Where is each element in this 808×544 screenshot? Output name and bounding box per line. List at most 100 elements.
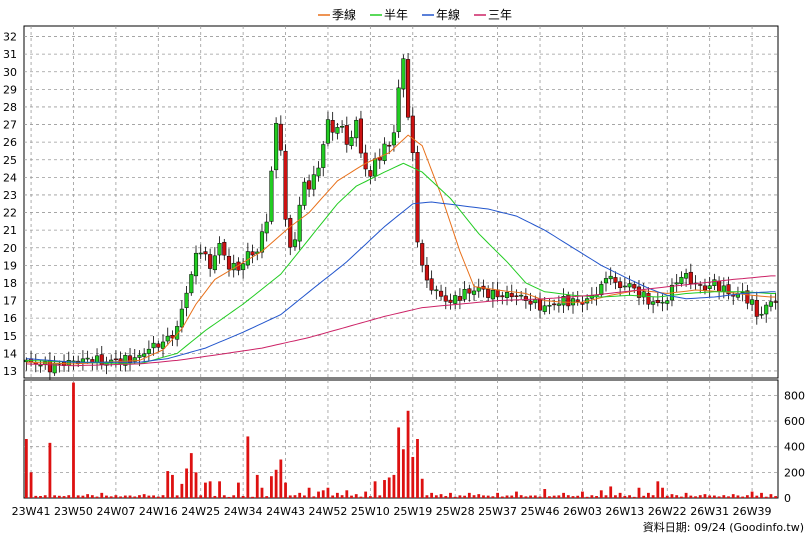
candle-body (467, 288, 472, 294)
candle-body (773, 301, 778, 303)
volume-bar (378, 495, 382, 498)
volume-bar (222, 495, 226, 498)
volume-bar (524, 496, 528, 498)
volume-bar (543, 489, 547, 498)
volume-bar (39, 495, 42, 498)
volume-bar (552, 495, 556, 498)
candle-body (712, 279, 717, 286)
candle (142, 348, 147, 363)
volume-bar (232, 495, 236, 498)
candle-body (636, 286, 642, 298)
volume-bar (152, 495, 155, 498)
volume-bar (562, 492, 565, 498)
volume-bar (302, 495, 306, 498)
volume-bar (750, 491, 754, 498)
price-tick-24: 24 (3, 171, 17, 184)
volume-bar (383, 480, 386, 498)
candle-body (674, 282, 679, 285)
volume-bar (397, 427, 401, 498)
volume-bar (722, 495, 726, 498)
candle (528, 292, 533, 311)
candle-body (519, 294, 524, 297)
candle (684, 268, 689, 287)
x-tick-24W25: 24W25 (181, 505, 220, 518)
candle-body (241, 263, 246, 271)
price-tick-22: 22 (3, 207, 17, 220)
candle (429, 270, 434, 295)
candle-body (613, 277, 618, 283)
legend-label-3: 三年 (488, 8, 512, 22)
x-tick-25W46: 25W46 (521, 505, 560, 518)
volume-bar (298, 492, 302, 498)
candle-body (165, 335, 170, 342)
candle (259, 223, 265, 259)
volume-panel: 0 200 400 600 800 (23, 379, 805, 505)
candle-body (85, 357, 90, 360)
volume-bar (637, 487, 641, 498)
volume-bar (708, 495, 712, 498)
candle-body (721, 285, 726, 292)
volume-panel-border (23, 379, 779, 499)
candle-body (212, 255, 217, 271)
volume-bar (100, 492, 104, 498)
candle-body (561, 296, 566, 306)
volume-bar (449, 492, 452, 498)
candle-body (448, 299, 453, 303)
volume-bar (175, 495, 179, 498)
candle (302, 177, 307, 210)
volume-bar (345, 490, 349, 498)
candle-body (759, 313, 764, 316)
candle-body (622, 285, 627, 288)
x-tick-24W52: 24W52 (309, 505, 348, 518)
candle (773, 292, 778, 310)
candle (307, 174, 312, 198)
volume-bar (576, 495, 580, 498)
volume-bar (29, 472, 33, 498)
volume-bar (218, 481, 221, 498)
candle (453, 291, 458, 310)
x-tick-23W41: 23W41 (12, 505, 51, 518)
candle (406, 53, 411, 121)
candle-body (500, 295, 505, 298)
candle-body (349, 137, 354, 146)
volume-bar (609, 486, 613, 498)
candle (457, 288, 462, 310)
candle-body (113, 358, 118, 361)
candle-body (726, 284, 731, 295)
volume-bar (166, 471, 170, 498)
price-tick-17: 17 (3, 295, 17, 308)
volume-bar (213, 495, 217, 498)
candle (622, 277, 627, 291)
volume-bar (444, 496, 448, 498)
candle-body (754, 299, 759, 317)
candle-body (325, 119, 331, 144)
candle-body (764, 304, 769, 315)
candle-body (702, 285, 708, 291)
volume-bar (618, 492, 622, 498)
x-tick-26W39: 26W39 (733, 505, 772, 518)
candle (335, 122, 340, 140)
volume-bar (599, 490, 603, 498)
price-tick-21: 21 (3, 224, 17, 237)
candle (599, 280, 604, 298)
candle (250, 244, 255, 264)
candle (750, 294, 755, 312)
price-tick-23: 23 (3, 189, 17, 202)
volume-bar (114, 495, 118, 498)
candle (269, 166, 274, 225)
volume-bar (251, 496, 254, 498)
candle (439, 284, 444, 301)
volume-bar (590, 495, 594, 498)
candle-body (603, 278, 609, 284)
candle-body (38, 364, 43, 367)
ma-line-3 (26, 275, 776, 367)
volume-bar (279, 459, 283, 498)
candle (156, 340, 161, 352)
volume-bar (698, 495, 702, 498)
candle (424, 257, 429, 289)
volume-tick-0: 0 (784, 492, 791, 505)
price-tick-18: 18 (3, 277, 17, 290)
candle-body (250, 251, 255, 256)
volume-bar (53, 495, 57, 498)
volume-tick-600: 600 (784, 415, 805, 428)
